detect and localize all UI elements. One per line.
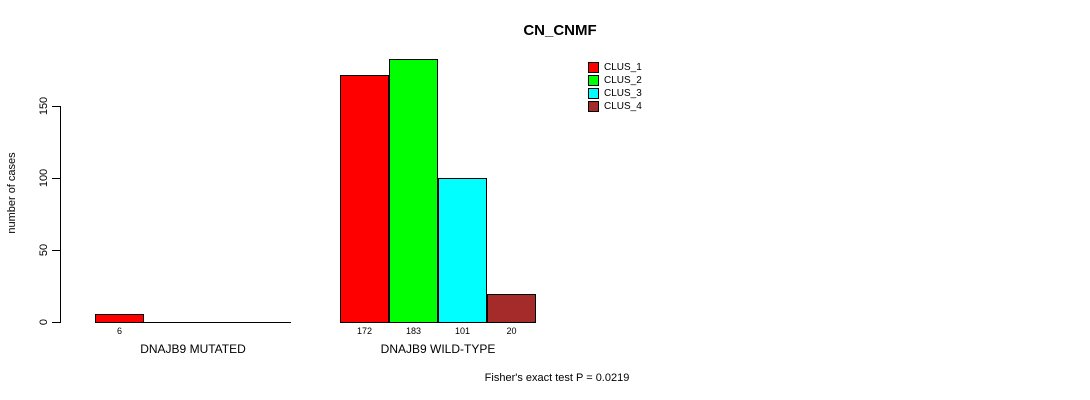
legend-swatch-icon <box>588 88 599 99</box>
bar-value-label: 183 <box>405 326 422 336</box>
legend-item-clus_2: CLUS_2 <box>588 74 642 87</box>
legend-item-clus_3: CLUS_3 <box>588 87 642 100</box>
annotation-fisher-test: Fisher's exact test P = 0.0219 <box>484 372 630 384</box>
group-baseline <box>95 322 291 323</box>
legend: CLUS_1 CLUS_2 CLUS_3 CLUS_4 <box>588 61 642 113</box>
y-axis-tick-label: 0 <box>38 318 50 326</box>
legend-swatch-icon <box>588 62 599 73</box>
legend-item-clus_1: CLUS_1 <box>588 61 642 74</box>
legend-item-clus_4: CLUS_4 <box>588 100 642 113</box>
legend-label: CLUS_1 <box>604 62 642 73</box>
y-axis-tick-label: 150 <box>38 96 50 116</box>
bar-clus_1 <box>340 75 389 323</box>
y-axis-tick <box>52 250 60 251</box>
y-axis-label: number of cases <box>6 152 18 234</box>
bar-value-label: 172 <box>356 326 373 336</box>
y-axis-tick-label: 100 <box>38 168 50 188</box>
chart-title: CN_CNMF <box>523 22 597 39</box>
y-axis-tick <box>52 106 60 107</box>
legend-swatch-icon <box>588 101 599 112</box>
legend-label: CLUS_3 <box>604 88 642 99</box>
bar-clus_4 <box>487 294 536 323</box>
bar-value-label: 6 <box>116 326 123 336</box>
y-axis-tick <box>52 178 60 179</box>
bar-value-label: 101 <box>454 326 471 336</box>
legend-swatch-icon <box>588 75 599 86</box>
bar-clus_3 <box>438 178 487 323</box>
y-axis-tick-label: 50 <box>38 243 50 257</box>
bar-value-label: 20 <box>506 326 517 336</box>
y-axis-line <box>60 106 61 323</box>
bar-clus_2 <box>389 59 438 323</box>
legend-label: CLUS_2 <box>604 75 642 86</box>
legend-label: CLUS_4 <box>604 101 642 112</box>
y-axis-tick <box>52 322 60 323</box>
category-label: DNAJB9 WILD-TYPE <box>380 342 496 356</box>
bar-clus_1 <box>95 314 144 323</box>
category-label: DNAJB9 MUTATED <box>140 342 246 356</box>
